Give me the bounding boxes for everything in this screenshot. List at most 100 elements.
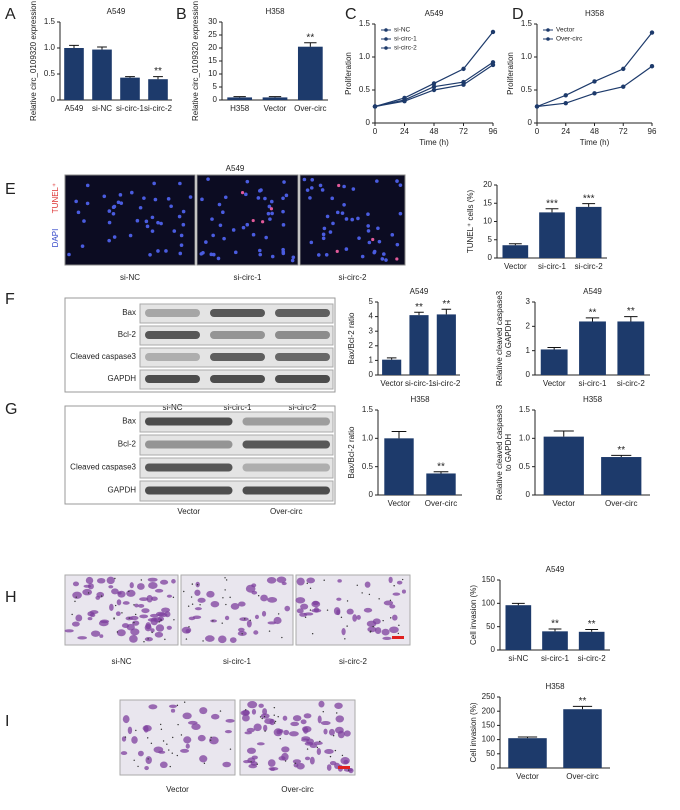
cell xyxy=(218,635,227,644)
pore xyxy=(151,631,153,634)
cell xyxy=(262,708,268,715)
error-bar xyxy=(268,96,282,98)
nucleus xyxy=(282,180,286,184)
nucleus xyxy=(263,196,267,201)
nucleus xyxy=(395,242,400,247)
cell xyxy=(144,765,149,771)
significance: ** xyxy=(306,32,314,43)
cell xyxy=(194,589,201,596)
y-tick-label: 20 xyxy=(483,180,492,189)
cell xyxy=(367,626,377,633)
pore xyxy=(74,600,76,603)
cell xyxy=(292,715,302,722)
lane-label: si-circ-1 xyxy=(224,403,253,412)
protein-label: Cleaved caspase3 xyxy=(70,463,136,472)
cell xyxy=(149,613,159,618)
cell xyxy=(333,607,341,615)
y-tick-label: 50 xyxy=(486,622,495,631)
cell xyxy=(210,619,218,623)
cell xyxy=(296,608,304,614)
pore xyxy=(263,715,266,718)
blot-band xyxy=(275,309,330,317)
y-axis-label: Relative cleaved caspase3 xyxy=(495,290,504,386)
cell xyxy=(151,596,158,601)
nucleus xyxy=(308,196,312,200)
cell xyxy=(199,755,208,763)
pore xyxy=(249,619,251,621)
error-bar xyxy=(391,431,407,439)
error-bar xyxy=(582,203,596,207)
cell xyxy=(106,576,115,585)
nucleus xyxy=(356,216,360,221)
nucleus xyxy=(321,232,326,237)
y-tick-label: 0 xyxy=(528,118,533,127)
legend-marker xyxy=(384,37,388,41)
nucleus xyxy=(328,230,333,234)
cell xyxy=(256,742,265,746)
pore xyxy=(147,737,149,739)
cell xyxy=(396,580,403,585)
y-tick-label: 0 xyxy=(366,118,371,127)
pore xyxy=(401,578,404,581)
nucleus xyxy=(342,202,346,207)
cell xyxy=(282,715,288,721)
pore xyxy=(209,739,212,741)
bar xyxy=(502,245,529,258)
blot-band xyxy=(145,309,200,317)
nucleus xyxy=(217,202,222,207)
blot-strip xyxy=(139,434,334,456)
nucleus xyxy=(152,181,156,186)
x-tick-label: si-circ-2 xyxy=(575,262,604,271)
point xyxy=(461,66,466,72)
cell xyxy=(130,628,140,636)
cell xyxy=(389,604,396,609)
pore xyxy=(309,587,312,590)
nucleus xyxy=(150,229,155,233)
cell xyxy=(209,736,219,745)
y-tick-label: 5 xyxy=(213,82,218,91)
protein-label: Cleaved caspase3 xyxy=(70,352,136,361)
nucleus xyxy=(268,217,272,221)
nucleus xyxy=(178,181,182,186)
nucleus xyxy=(188,195,193,199)
series-line xyxy=(536,65,653,108)
nucleus xyxy=(80,244,85,248)
cell xyxy=(311,601,321,608)
pore xyxy=(202,640,204,642)
y-tick-label: 15 xyxy=(208,56,217,65)
y-tick-label: 3 xyxy=(369,326,374,335)
pore xyxy=(187,605,190,607)
pore xyxy=(322,711,324,713)
x-tick-label: 0 xyxy=(535,127,540,136)
chart-title: A549 xyxy=(425,9,444,18)
y-tick-label: 150 xyxy=(482,575,496,584)
tunel-spot xyxy=(269,207,274,211)
cell xyxy=(260,713,270,719)
tunel-spot xyxy=(240,191,245,195)
cell xyxy=(401,589,406,594)
nucleus xyxy=(291,255,296,260)
pore xyxy=(264,730,266,732)
cell xyxy=(240,710,250,716)
cell xyxy=(242,714,250,722)
x-tick-label: 24 xyxy=(561,127,570,136)
y-tick-label: 1 xyxy=(526,346,531,355)
x-axis-label: Time (h) xyxy=(419,138,449,147)
blot-band xyxy=(275,331,330,339)
chart-title: A549 xyxy=(107,7,126,16)
invasion-image xyxy=(119,699,236,776)
pore xyxy=(222,597,224,599)
chart-title: H358 xyxy=(545,682,565,691)
nucleus xyxy=(344,217,349,221)
cell xyxy=(185,743,190,749)
nucleus xyxy=(148,252,152,257)
panel-letter: F xyxy=(5,291,15,308)
pore xyxy=(279,738,281,740)
nucleus xyxy=(107,209,112,213)
nucleus xyxy=(390,233,395,237)
y-axis-label: Relative cleaved caspase3 xyxy=(495,404,504,500)
tunel-spot xyxy=(261,220,265,224)
cell xyxy=(313,607,320,613)
cell xyxy=(356,615,361,620)
y-tick-label: 1.5 xyxy=(359,19,371,28)
